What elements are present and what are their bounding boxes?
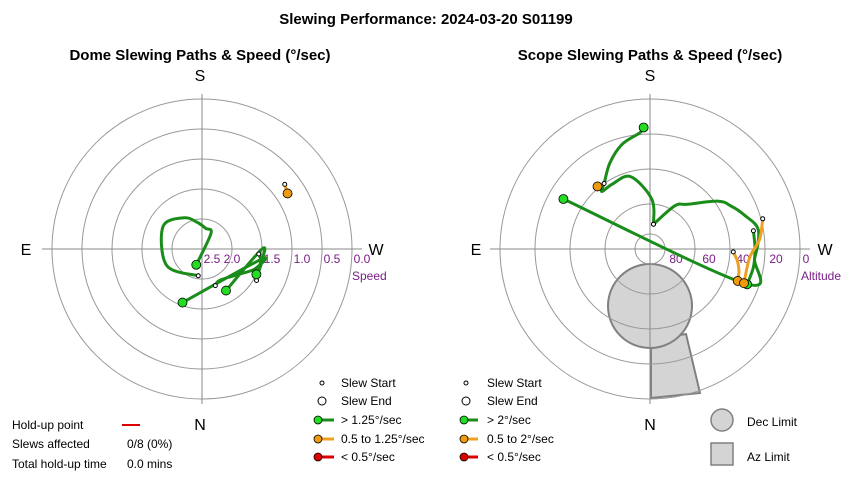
- scope-dir-left: E: [471, 242, 482, 259]
- dome-legend-medium: 0.5 to 1.25°/sec: [341, 432, 425, 446]
- dome-tick: 0.5: [324, 252, 341, 266]
- dome-slew-start-marker: [282, 181, 288, 187]
- legend-fast-marker: [459, 415, 469, 425]
- dome-tick: 1.0: [294, 252, 311, 266]
- dome-legend-start: Slew Start: [341, 376, 396, 390]
- dome-tick: 0.0: [354, 252, 371, 266]
- dome-dir-top: S: [195, 68, 206, 85]
- dome-slew-start-marker: [195, 273, 201, 279]
- legend-start-marker: [319, 380, 325, 386]
- scope-slew-start-marker: [650, 221, 656, 227]
- scope-paths: [558, 122, 766, 290]
- dome-slew-end-marker: [221, 285, 231, 296]
- slews-affected-value: 0/8 (0%): [127, 437, 172, 451]
- scope-tick: 0: [803, 252, 810, 266]
- scope-dir-right: W: [817, 242, 833, 259]
- legend-start-marker: [463, 380, 469, 386]
- scope-slew-path: [742, 218, 765, 284]
- total-holdup-label: Total hold-up time: [12, 457, 107, 471]
- dome-panel: Dome Slewing Paths & Speed (°/sec) S N E…: [21, 47, 425, 464]
- holdup-stats: Hold-up point Slews affected 0/8 (0%) To…: [12, 418, 172, 471]
- dome-legend-end: Slew End: [341, 394, 392, 408]
- legend-medium-marker: [313, 434, 323, 444]
- dome-legend-fast: > 1.25°/sec: [341, 413, 402, 427]
- scope-slew-end-marker: [638, 122, 649, 133]
- dome-slew-end-marker: [251, 269, 262, 280]
- legend-medium-marker: [459, 434, 469, 444]
- scope-legend-start: Slew Start: [487, 376, 542, 390]
- scope-grid: [490, 94, 810, 404]
- holdup-label: Hold-up point: [12, 418, 84, 432]
- legend-slow-marker: [313, 452, 323, 462]
- slews-affected-label: Slews affected: [12, 437, 90, 451]
- dome-slew-start-marker: [212, 283, 218, 289]
- scope-legend-slow: < 0.5°/sec: [487, 450, 541, 464]
- dome-radial-label: Speed: [352, 269, 387, 283]
- scope-legend-end: Slew End: [487, 394, 538, 408]
- scope-radial-label: Altitude: [801, 269, 841, 283]
- scope-tick: 20: [769, 252, 783, 266]
- dome-slew-path: [159, 216, 213, 278]
- scope-slew-end-marker: [592, 181, 603, 192]
- scope-legend-az-limit: Az Limit: [747, 450, 790, 464]
- dome-slew-start-marker: [256, 251, 262, 257]
- scope-legend-dec-limit: Dec Limit: [747, 415, 798, 429]
- scope-slew-path: [599, 126, 656, 225]
- dome-slew-end-marker: [282, 188, 293, 199]
- dome-grid: [42, 94, 362, 404]
- scope-dir-bottom: N: [644, 417, 656, 434]
- dome-legend-slow: < 0.5°/sec: [341, 450, 395, 464]
- scope-title: Scope Slewing Paths & Speed (°/sec): [518, 47, 782, 64]
- scope-slew-end-marker: [558, 194, 569, 204]
- dome-tick: 2.5: [204, 252, 221, 266]
- legend-dec-limit-swatch: [710, 408, 734, 432]
- legend-end-marker: [461, 396, 471, 406]
- scope-slew-start-marker: [760, 216, 766, 222]
- dome-slew-end-marker: [177, 297, 188, 308]
- scope-slew-end-marker: [739, 278, 749, 289]
- dome-tick: 2.0: [224, 252, 241, 266]
- dome-legend: Slew Start Slew End > 1.25°/sec 0.5 to 1…: [313, 376, 425, 464]
- dome-radial-ticks: 2.5 2.0 1.5 1.0 0.5 0.0 Speed: [204, 252, 387, 283]
- dome-slew-end-marker: [191, 259, 202, 270]
- scope-tick: 40: [736, 252, 750, 266]
- legend-end-marker: [317, 396, 327, 406]
- legend-slow-marker: [459, 452, 469, 462]
- dome-title: Dome Slewing Paths & Speed (°/sec): [69, 47, 330, 64]
- scope-tick: 60: [702, 252, 716, 266]
- scope-slew-start-marker: [730, 249, 736, 255]
- dome-tick: 1.5: [264, 252, 281, 266]
- scope-radial-ticks: 80 60 40 20 0 Altitude: [669, 252, 841, 283]
- dome-dir-left: E: [21, 242, 32, 259]
- scope-slew-start-marker: [750, 228, 756, 234]
- total-holdup-value: 0.0 mins: [127, 457, 172, 471]
- figure-title: Slewing Performance: 2024-03-20 S01199: [279, 11, 573, 28]
- scope-slew-start-marker: [601, 180, 607, 186]
- scope-legend: Slew Start Slew End > 2°/sec 0.5 to 2°/s…: [459, 376, 798, 466]
- scope-panel: Scope Slewing Paths & Speed (°/sec) S N …: [459, 47, 841, 466]
- legend-fast-marker: [313, 415, 323, 425]
- dome-paths: [159, 181, 293, 308]
- dome-dir-bottom: N: [194, 417, 206, 434]
- scope-slew-path: [745, 230, 757, 285]
- legend-az-limit-swatch: [710, 442, 734, 466]
- scope-legend-fast: > 2°/sec: [487, 413, 531, 427]
- scope-legend-medium: 0.5 to 2°/sec: [487, 432, 554, 446]
- scope-dir-top: S: [645, 68, 656, 85]
- dome-dir-right: W: [368, 242, 384, 259]
